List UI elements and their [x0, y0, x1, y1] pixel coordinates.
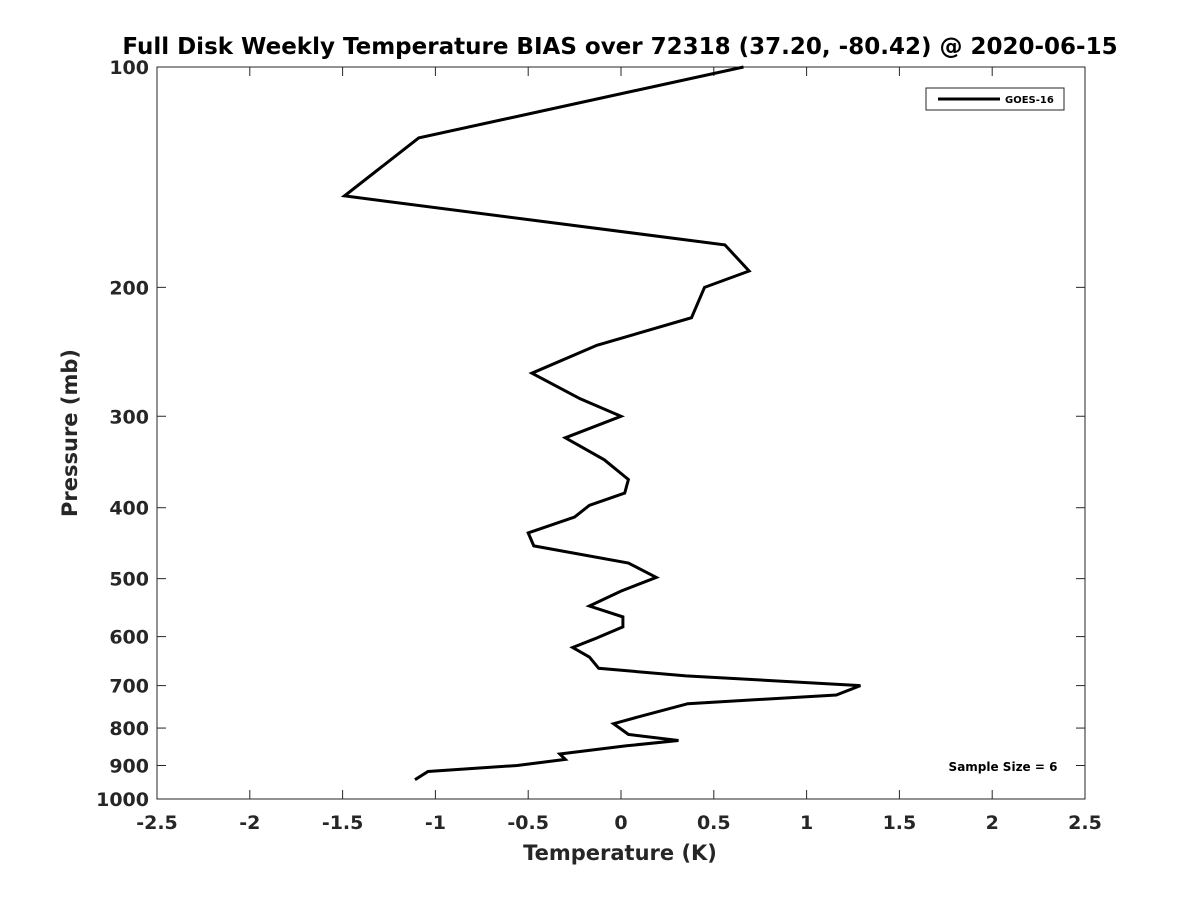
series-layer — [340, 65, 861, 781]
y-tick-label: 400 — [109, 498, 149, 520]
x-tick-label: 2 — [986, 812, 999, 834]
y-tick-label: 1000 — [96, 789, 149, 811]
y-tick-label: 500 — [109, 569, 149, 591]
y-tick-label: 800 — [109, 718, 149, 740]
legend: GOES-16 — [925, 87, 1065, 111]
y-tick-label: 300 — [109, 406, 149, 428]
x-tick-label: -2.5 — [136, 812, 178, 834]
chart-title: Full Disk Weekly Temperature BIAS over 7… — [122, 34, 1117, 60]
y-tick-label: 700 — [109, 676, 149, 698]
x-tick-label: 0.5 — [697, 812, 731, 834]
x-tick-label: -1 — [425, 812, 446, 834]
sample-size-annotation: Sample Size = 6 — [949, 760, 1058, 774]
y-tick-label: 100 — [109, 57, 149, 79]
x-tick-label: 1.5 — [883, 812, 917, 834]
plot-area: -2.5 -2 -1.5 -1 -0.5 0 0.5 1 1.5 2 2.5 100 200 300 40… — [96, 57, 1102, 834]
series-line-goes-16 — [340, 65, 861, 781]
y-tick-label: 600 — [109, 627, 149, 649]
y-axis: 100 200 300 400 500 600 700 800 900 1000 — [96, 57, 1085, 811]
legend-label-goes-16: GOES-16 — [1005, 95, 1054, 106]
x-axis-label: Temperature (K) — [523, 841, 717, 865]
x-tick-label: -1.5 — [322, 812, 364, 834]
y-tick-label: 900 — [109, 756, 149, 778]
x-axis: -2.5 -2 -1.5 -1 -0.5 0 0.5 1 1.5 2 2.5 — [136, 67, 1102, 834]
y-tick-label: 200 — [109, 277, 149, 299]
y-axis-label: Pressure (mb) — [58, 349, 82, 517]
x-tick-label: -0.5 — [507, 812, 549, 834]
x-tick-label: 1 — [800, 812, 813, 834]
x-tick-label: 0 — [614, 812, 627, 834]
x-tick-label: 2.5 — [1068, 812, 1102, 834]
x-tick-label: -2 — [239, 812, 260, 834]
